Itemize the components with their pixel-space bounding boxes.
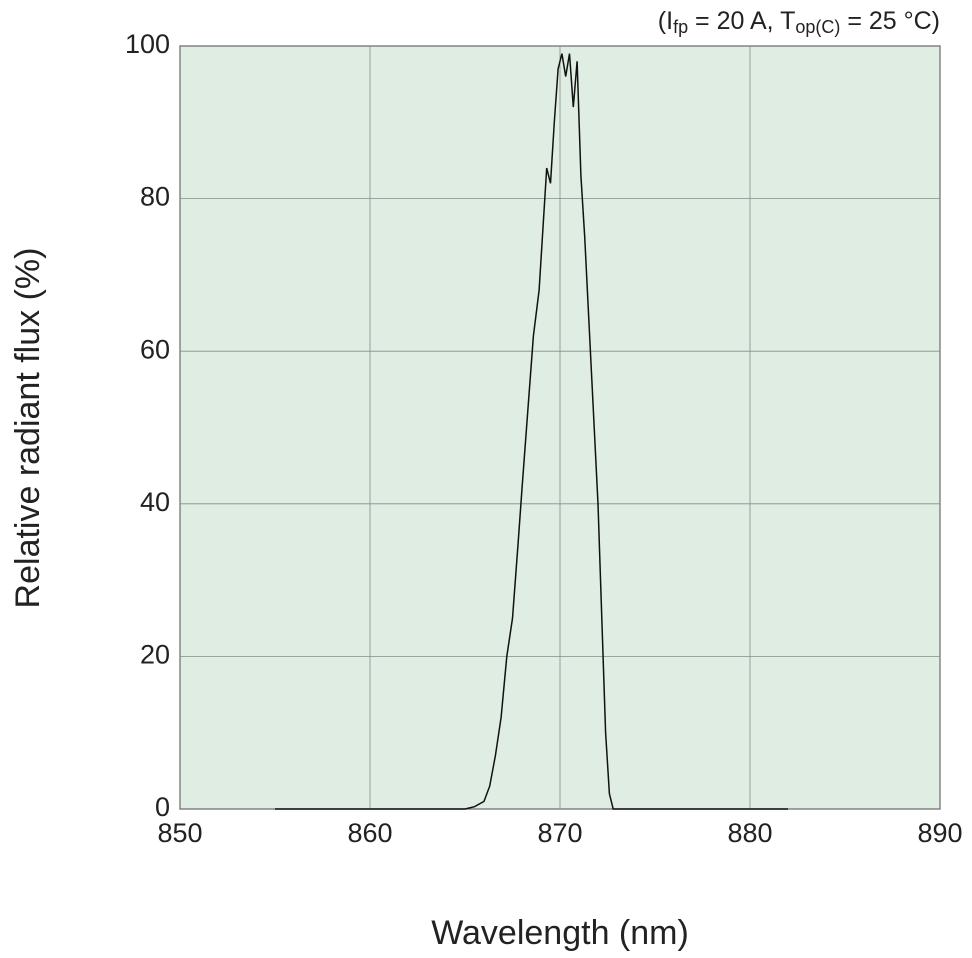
x-tick-label: 850 [157, 818, 202, 848]
annotation-part: = 25 °C) [840, 7, 940, 35]
annotation: (Ifp = 20 A, Top(C) = 25 °C) [658, 7, 940, 37]
annotation-part: (I [658, 7, 673, 35]
x-tick-label: 890 [917, 818, 962, 848]
y-tick-label: 20 [140, 640, 170, 670]
x-tick-label: 880 [727, 818, 772, 848]
y-tick-label: 80 [140, 182, 170, 212]
y-tick-label: 40 [140, 487, 170, 517]
data-line [275, 53, 788, 810]
annotation-part: fp [673, 17, 688, 37]
x-axis-title: Wavelength (nm) [431, 914, 689, 952]
x-tick-label: 870 [537, 818, 582, 848]
y-tick-label: 60 [140, 334, 170, 364]
annotation-part: = 20 A, T [688, 7, 795, 35]
y-axis-title: Relative radiant flux (%) [9, 248, 47, 609]
x-tick-label: 860 [347, 818, 392, 848]
annotation-part: op(C) [795, 17, 840, 37]
y-tick-label: 100 [125, 29, 170, 59]
y-tick-label: 0 [155, 792, 170, 822]
